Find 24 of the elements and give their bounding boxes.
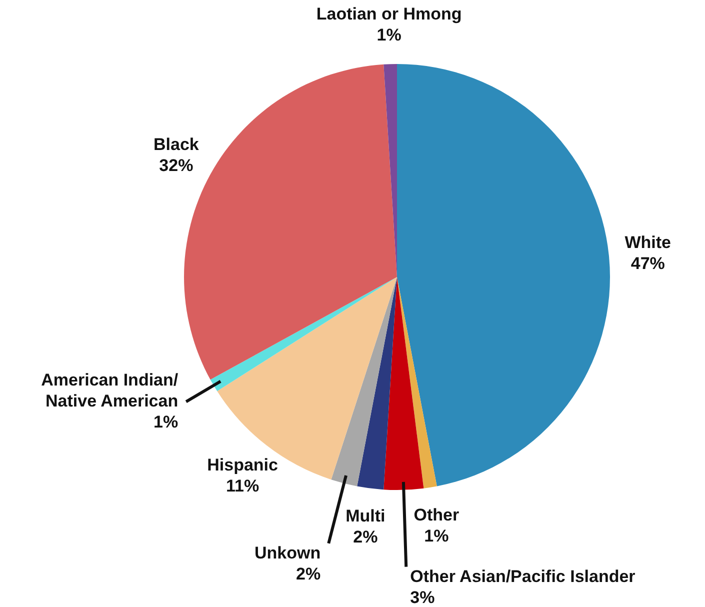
data-label: 1%	[376, 26, 402, 45]
slice-label: Other	[414, 505, 460, 524]
data-label: 11%	[226, 476, 260, 496]
slice-label: Laotian or Hmong	[316, 4, 462, 24]
data-label: 32%	[159, 156, 194, 176]
data-label: 3%	[410, 588, 435, 607]
pie-slice	[331, 277, 397, 486]
data-label: 1%	[424, 526, 449, 546]
pie-slice	[210, 277, 397, 392]
data-label: 2%	[296, 564, 321, 584]
pie-slice	[397, 64, 610, 486]
pie-slice	[397, 277, 437, 488]
slice-label: Multi	[346, 506, 386, 526]
slice-label: Black	[153, 135, 200, 154]
slice-label: American Indian/ Native American	[41, 370, 178, 411]
data-label: 1%	[154, 412, 178, 432]
slice-label: Unkown	[254, 543, 321, 562]
slice-label: Other Asian/Pacific Islander	[410, 566, 636, 586]
data-label: 47%	[630, 254, 665, 273]
pie-slice	[384, 277, 424, 490]
slice-label: Hispanic	[207, 456, 278, 475]
data-label: 2%	[353, 528, 378, 547]
pie-slice	[357, 277, 397, 490]
slice-label: White	[624, 232, 672, 252]
